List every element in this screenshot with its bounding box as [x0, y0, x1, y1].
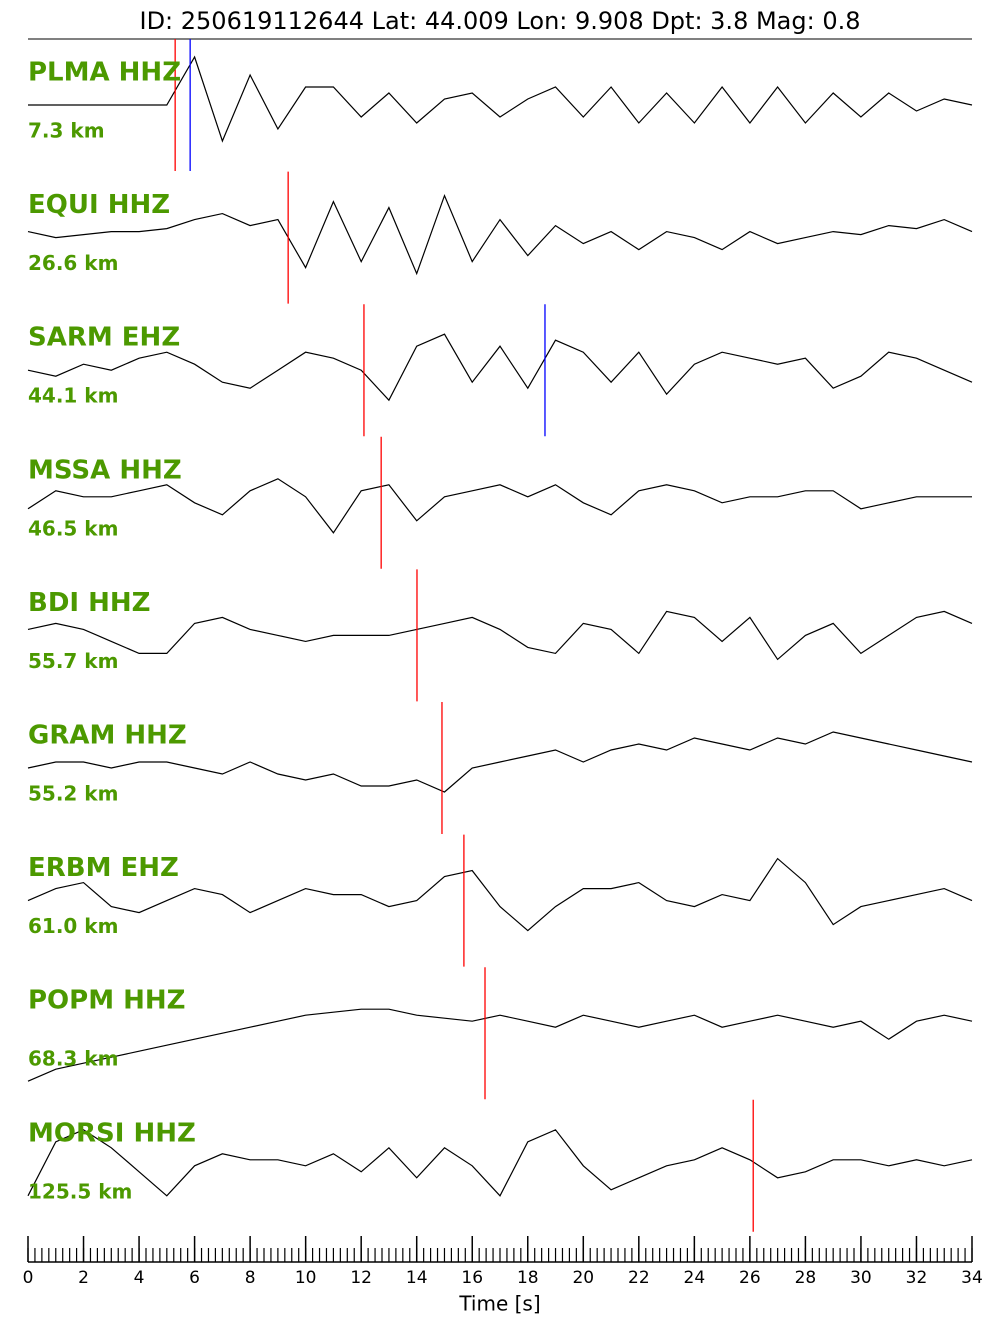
waveform: [27, 857, 973, 932]
x-tick-label: 26: [739, 1268, 761, 1288]
station-label: ERBM EHZ: [28, 853, 179, 883]
station-label: PLMA HHZ: [28, 58, 181, 88]
chart-title: ID: 250619112644 Lat: 44.009 Lon: 9.908 …: [139, 7, 860, 35]
distance-label: 68.3 km: [28, 1047, 118, 1071]
x-tick-label: 32: [906, 1268, 928, 1288]
x-tick-label: 6: [189, 1268, 200, 1288]
waveform: [27, 333, 973, 402]
x-tick-label: 24: [684, 1268, 706, 1288]
station-label: MORSI HHZ: [28, 1118, 196, 1148]
x-tick-label: 34: [961, 1268, 983, 1288]
x-tick-label: 0: [23, 1268, 34, 1288]
station-label: EQUI HHZ: [28, 190, 170, 220]
x-tick-label: 30: [850, 1268, 872, 1288]
station-label: GRAM HHZ: [28, 721, 187, 751]
x-tick-label: 10: [295, 1268, 317, 1288]
x-tick-label: 14: [406, 1268, 428, 1288]
distance-label: 44.1 km: [28, 384, 118, 408]
x-tick-label: 20: [572, 1268, 594, 1288]
waveform: [27, 193, 973, 276]
x-tick-label: 18: [517, 1268, 539, 1288]
x-tick-label: 8: [245, 1268, 256, 1288]
x-tick-label: 28: [795, 1268, 817, 1288]
x-tick-label: 2: [78, 1268, 89, 1288]
x-tick-label: 16: [461, 1268, 483, 1288]
waveform: [27, 610, 973, 661]
distance-label: 26.6 km: [28, 251, 118, 275]
distance-label: 61.0 km: [28, 914, 118, 938]
x-tick-label: 22: [628, 1268, 650, 1288]
distance-label: 125.5 km: [28, 1179, 132, 1203]
distance-label: 7.3 km: [28, 119, 105, 143]
x-axis-label: Time [s]: [458, 1292, 540, 1316]
station-label: SARM EHZ: [28, 323, 180, 353]
station-label: BDI HHZ: [28, 588, 151, 618]
waveform: [27, 1129, 973, 1197]
distance-label: 55.2 km: [28, 782, 118, 806]
waveform: [28, 55, 973, 143]
distance-label: 55.7 km: [28, 649, 118, 673]
station-label: POPM HHZ: [28, 986, 186, 1016]
waveform: [27, 1008, 973, 1082]
distance-label: 46.5 km: [28, 516, 118, 540]
x-tick-label: 12: [350, 1268, 372, 1288]
waveform: [27, 731, 973, 793]
waveform: [27, 478, 972, 534]
x-tick-label: 4: [134, 1268, 145, 1288]
station-label: MSSA HHZ: [28, 455, 182, 485]
